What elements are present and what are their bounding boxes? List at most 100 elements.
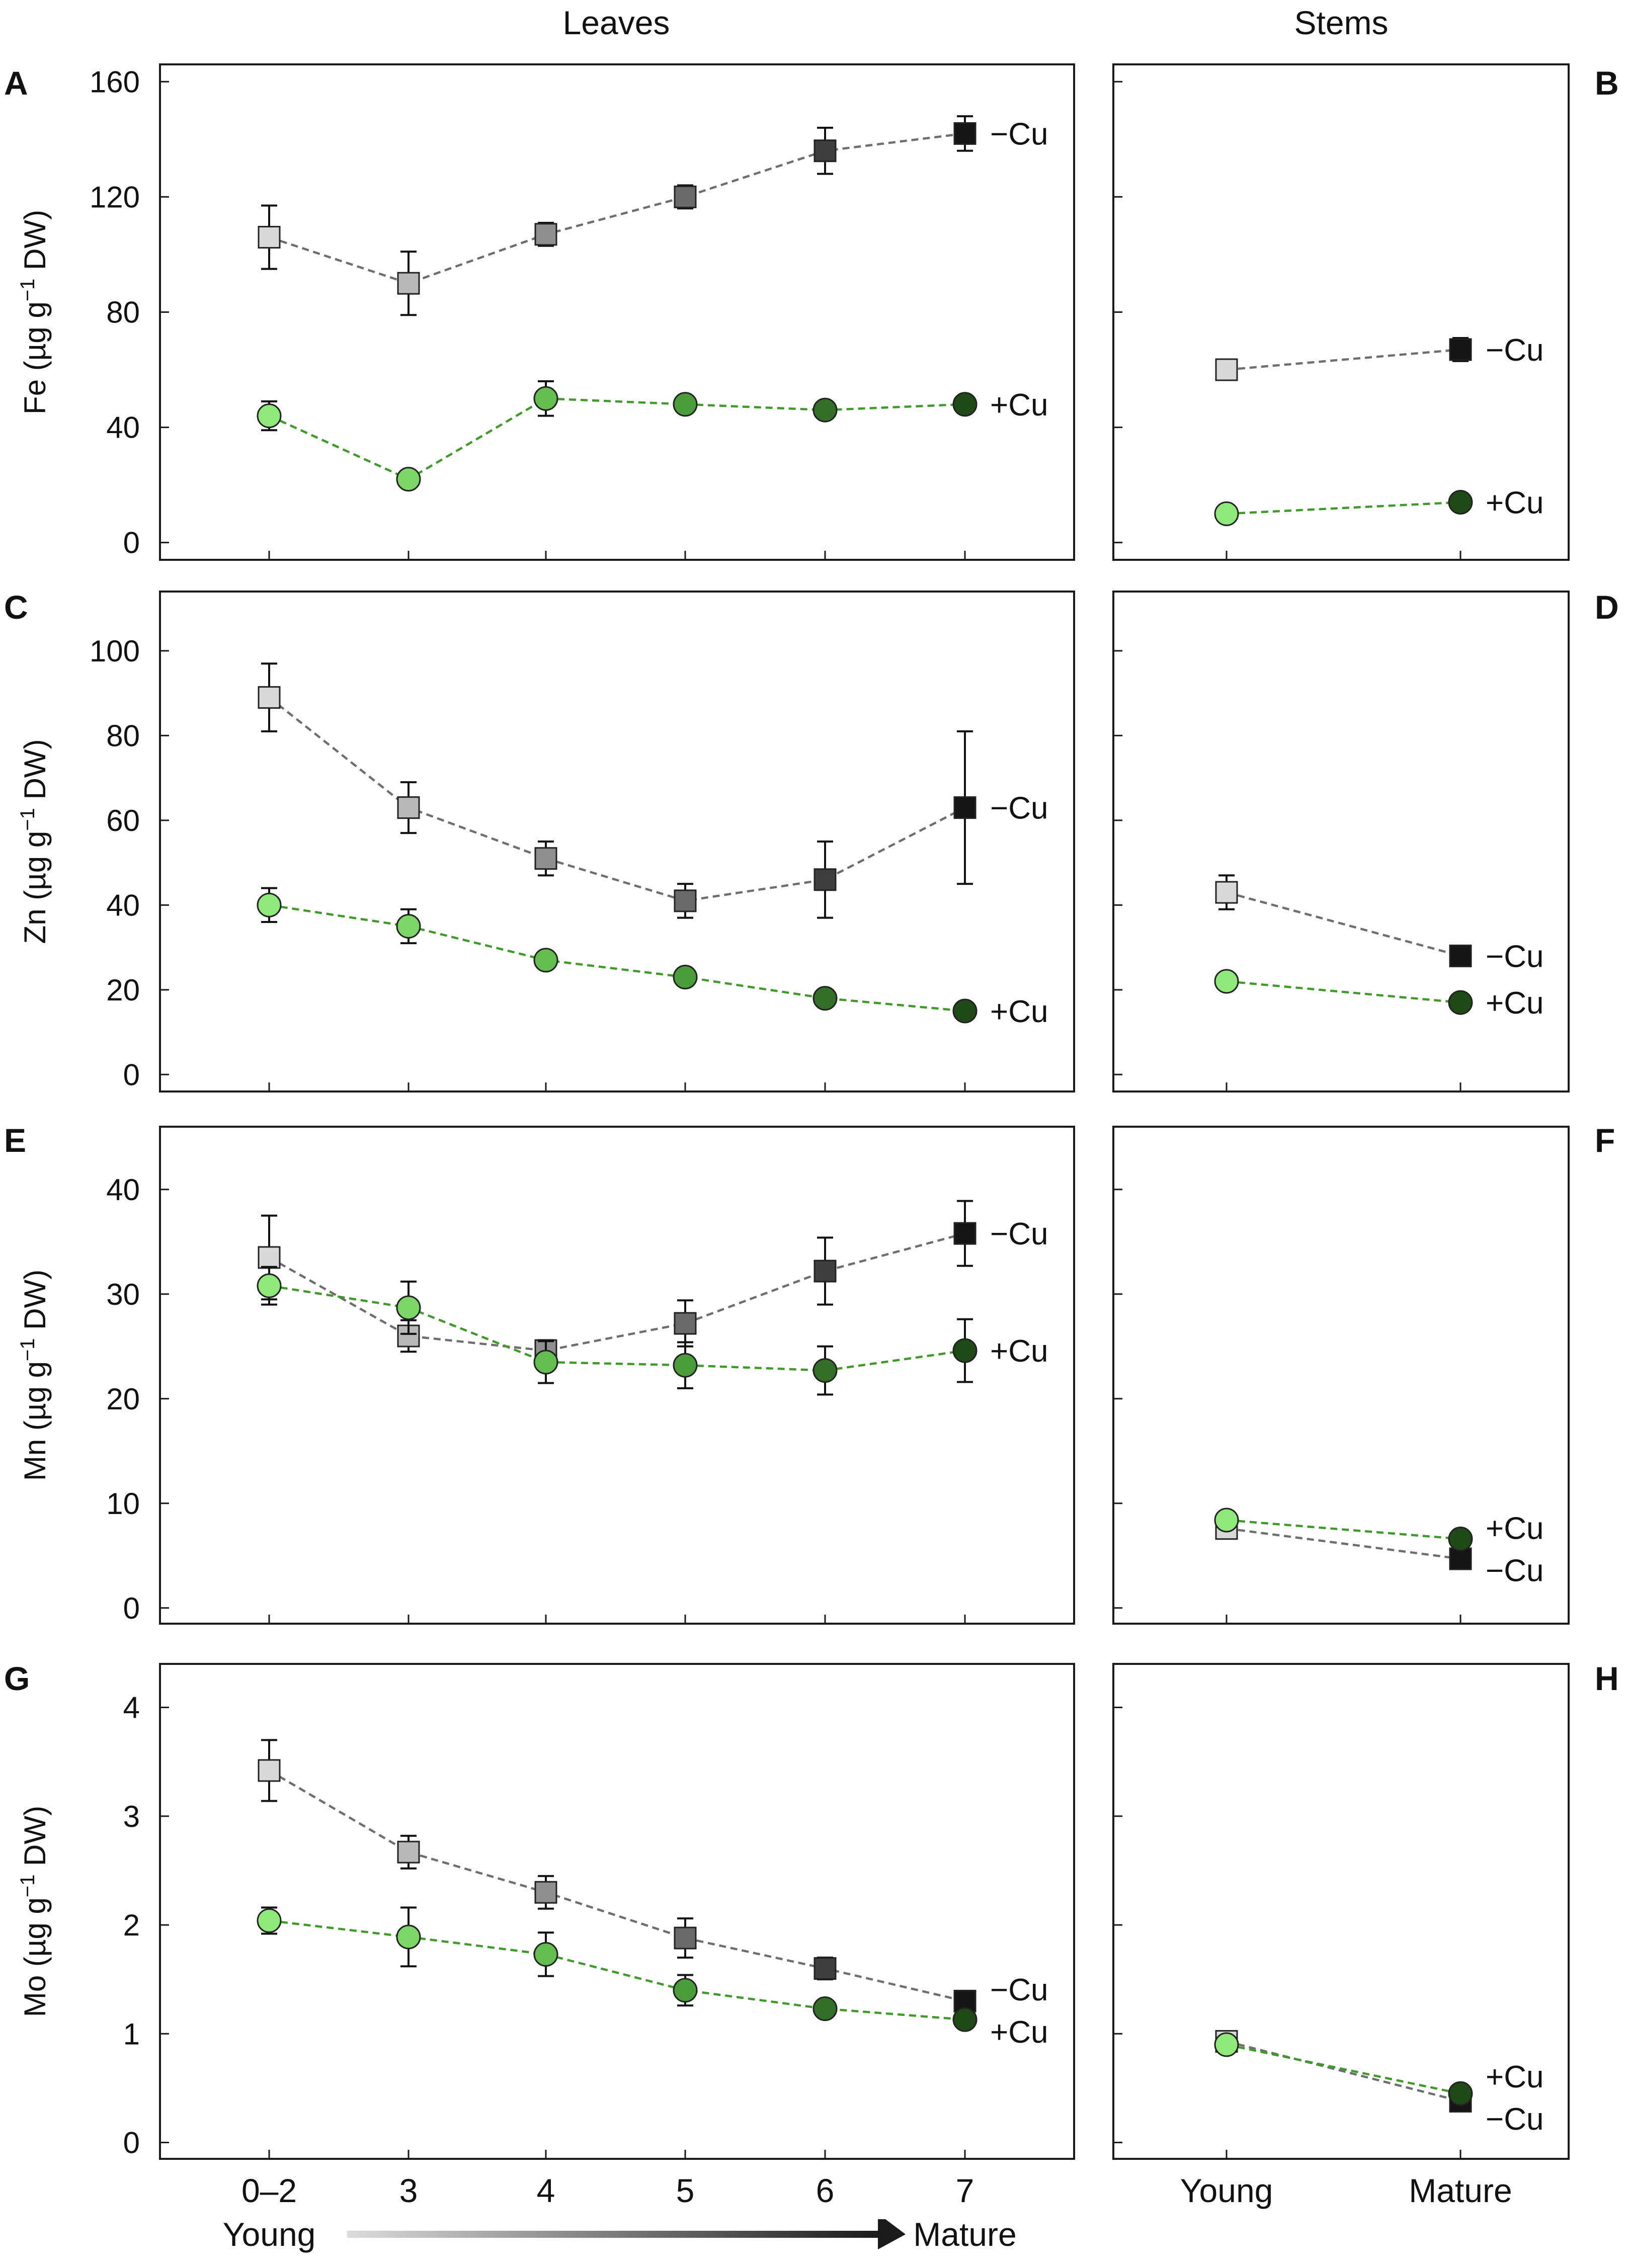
panel-h-x-label-1: Mature	[1409, 2172, 1512, 2209]
panel-e-y-axis-label: Mn (µg g−1 DW)	[17, 1270, 52, 1481]
panel-d-stems-zn: −Cu +Cu	[1112, 591, 1570, 1093]
panel-c-minus-cu-point-3	[674, 889, 697, 912]
panel-letter-f: F	[1595, 1122, 1615, 1159]
panel-c-y-tick-label-3: 60	[106, 804, 140, 837]
panel-c-leaves-zn: 0 20 40 60 80 100 Zn (µg g−1 DW) −Cu +Cu	[17, 591, 1122, 1093]
leaves-column-title: Leaves	[563, 4, 670, 41]
panel-d-frame	[1112, 591, 1570, 1093]
panel-g-plus-cu-point-3	[673, 1978, 698, 2003]
panel-b-plus-cu-label: +Cu	[1486, 485, 1543, 520]
panel-f-plus-cu-label: +Cu	[1486, 1511, 1543, 1546]
panel-letter-e: E	[4, 1122, 26, 1159]
panel-h-plus-cu-point-1	[1448, 2081, 1473, 2106]
panel-c-minus-cu-point-1	[397, 796, 420, 819]
panel-d-minus-cu-point-1	[1449, 944, 1472, 967]
panel-h-frame	[1112, 1663, 1570, 2160]
panel-f-minus-cu-line	[1226, 1527, 1461, 1560]
panel-e-minus-cu-label: −Cu	[990, 1217, 1048, 1251]
panel-g-minus-cu-point-1	[397, 1840, 420, 1864]
age-gradient-bar	[347, 2231, 880, 2238]
panel-g-plus-cu-point-4	[812, 1996, 838, 2022]
panel-d-minus-cu-point-0	[1215, 881, 1238, 904]
panel-f-plus-cu-point-1	[1448, 1527, 1473, 1552]
panel-d-plus-cu-line	[1226, 980, 1461, 1004]
panel-g-y-axis-label: Mo (µg g−1 DW)	[17, 1806, 52, 2017]
panel-g-y-tick-label-1: 1	[123, 2017, 140, 2051]
panel-f-plus-cu-point-0	[1214, 1507, 1239, 1533]
panel-h-plus-cu-point-0	[1214, 2032, 1239, 2057]
panel-g-plus-cu-point-5	[952, 2007, 978, 2032]
panel-e-frame	[159, 1126, 1075, 1625]
panel-f-frame	[1112, 1126, 1570, 1625]
panel-a-minus-cu-point-5	[953, 122, 977, 145]
panel-a-leaves-fe: 0 40 80 120 160 Fe (µg g−1 DW) −Cu +Cu	[17, 63, 1122, 561]
panel-g-x-label-4: 6	[816, 2172, 835, 2209]
panel-g-minus-cu-point-0	[258, 1759, 281, 1782]
panel-c-frame	[159, 591, 1075, 1093]
panel-e-plus-cu-point-3	[673, 1353, 698, 1378]
panel-b-plus-cu-point-1	[1448, 489, 1473, 515]
panel-c-minus-cu-label: −Cu	[990, 791, 1048, 826]
panel-a-minus-cu-point-4	[814, 139, 837, 162]
panel-g-minus-cu-label: −Cu	[990, 1973, 1048, 2007]
panel-g-y-tick-label-4: 4	[123, 1691, 140, 1725]
panel-h-x-label-0: Young	[1180, 2172, 1273, 2209]
panel-c-plus-cu-point-1	[396, 913, 421, 939]
panel-letter-d: D	[1595, 589, 1619, 626]
panel-c-y-tick-label-4: 80	[106, 719, 140, 752]
panel-e-plus-cu-point-4	[812, 1358, 838, 1383]
panel-c-y-tick-label-2: 40	[106, 888, 140, 922]
panel-g-minus-cu-line	[268, 1769, 965, 2002]
panel-a-minus-cu-point-0	[258, 226, 281, 249]
age-gradient-arrowhead	[878, 2219, 906, 2249]
panel-g-frame	[159, 1663, 1075, 2160]
panel-b-minus-cu-line	[1226, 348, 1461, 371]
panel-c-minus-cu-point-0	[258, 686, 281, 709]
panel-g-x-label-0: 0–2	[241, 2172, 297, 2209]
panel-h-minus-cu-line	[1226, 2040, 1461, 2103]
panel-a-plus-cu-label: +Cu	[990, 388, 1048, 423]
panel-letter-a: A	[4, 64, 28, 102]
panel-e-minus-cu-line	[268, 1232, 965, 1352]
panel-c-plus-cu-point-0	[257, 892, 282, 917]
panel-e-plus-cu-point-5	[952, 1338, 978, 1363]
panel-e-y-tick-label-4: 40	[106, 1173, 140, 1207]
panel-g-x-label-2: 4	[537, 2172, 555, 2209]
panel-a-plus-cu-line	[269, 397, 965, 481]
panel-b-frame	[1112, 63, 1570, 561]
panel-c-plus-cu-point-2	[533, 948, 558, 973]
panel-g-x-label-5: 7	[956, 2172, 974, 2209]
panel-c-y-tick-label-5: 100	[90, 634, 140, 668]
panel-e-minus-cu-point-4	[814, 1259, 837, 1283]
panel-h-minus-cu-label: −Cu	[1486, 2102, 1543, 2137]
panel-g-plus-cu-point-0	[257, 1908, 282, 1933]
panel-d-minus-cu-line	[1226, 891, 1461, 957]
panel-e-leaves-mn: 0 10 20 30 40 Mn (µg g−1 DW) −Cu +Cu	[17, 1126, 1122, 1625]
panel-f-minus-cu-point-1	[1449, 1547, 1472, 1570]
panel-a-minus-cu-point-3	[674, 185, 697, 208]
panel-c-plus-cu-point-3	[673, 965, 698, 990]
panel-a-plus-cu-point-3	[673, 392, 698, 417]
panel-g-plus-cu-point-2	[533, 1942, 558, 1967]
panel-b-plus-cu-line	[1226, 501, 1461, 515]
panel-c-minus-cu-line	[268, 696, 966, 902]
panel-a-plus-cu-point-2	[533, 386, 558, 411]
panel-e-plus-cu-point-2	[533, 1350, 558, 1375]
panel-e-minus-cu-point-0	[258, 1246, 281, 1269]
panel-e-minus-cu-point-3	[674, 1312, 697, 1335]
panel-c-y-tick-label-0: 0	[123, 1058, 140, 1091]
stems-column-title: Stems	[1294, 4, 1388, 41]
panel-b-minus-cu-point-1	[1449, 338, 1472, 361]
panel-letter-g: G	[4, 1660, 30, 1697]
panel-g-y-tick-label-2: 2	[123, 1908, 140, 1942]
panel-a-minus-cu-line	[269, 132, 965, 285]
young-axis-word: Young	[223, 2216, 316, 2253]
panel-a-y-tick-label-1: 40	[106, 411, 140, 445]
panel-letter-c: C	[4, 589, 28, 626]
panel-a-minus-cu-point-2	[534, 223, 557, 246]
panel-h-plus-cu-line	[1226, 2043, 1461, 2095]
panel-c-plus-cu-point-4	[812, 986, 838, 1011]
panel-letter-b: B	[1595, 64, 1619, 102]
panel-a-frame	[159, 63, 1075, 561]
